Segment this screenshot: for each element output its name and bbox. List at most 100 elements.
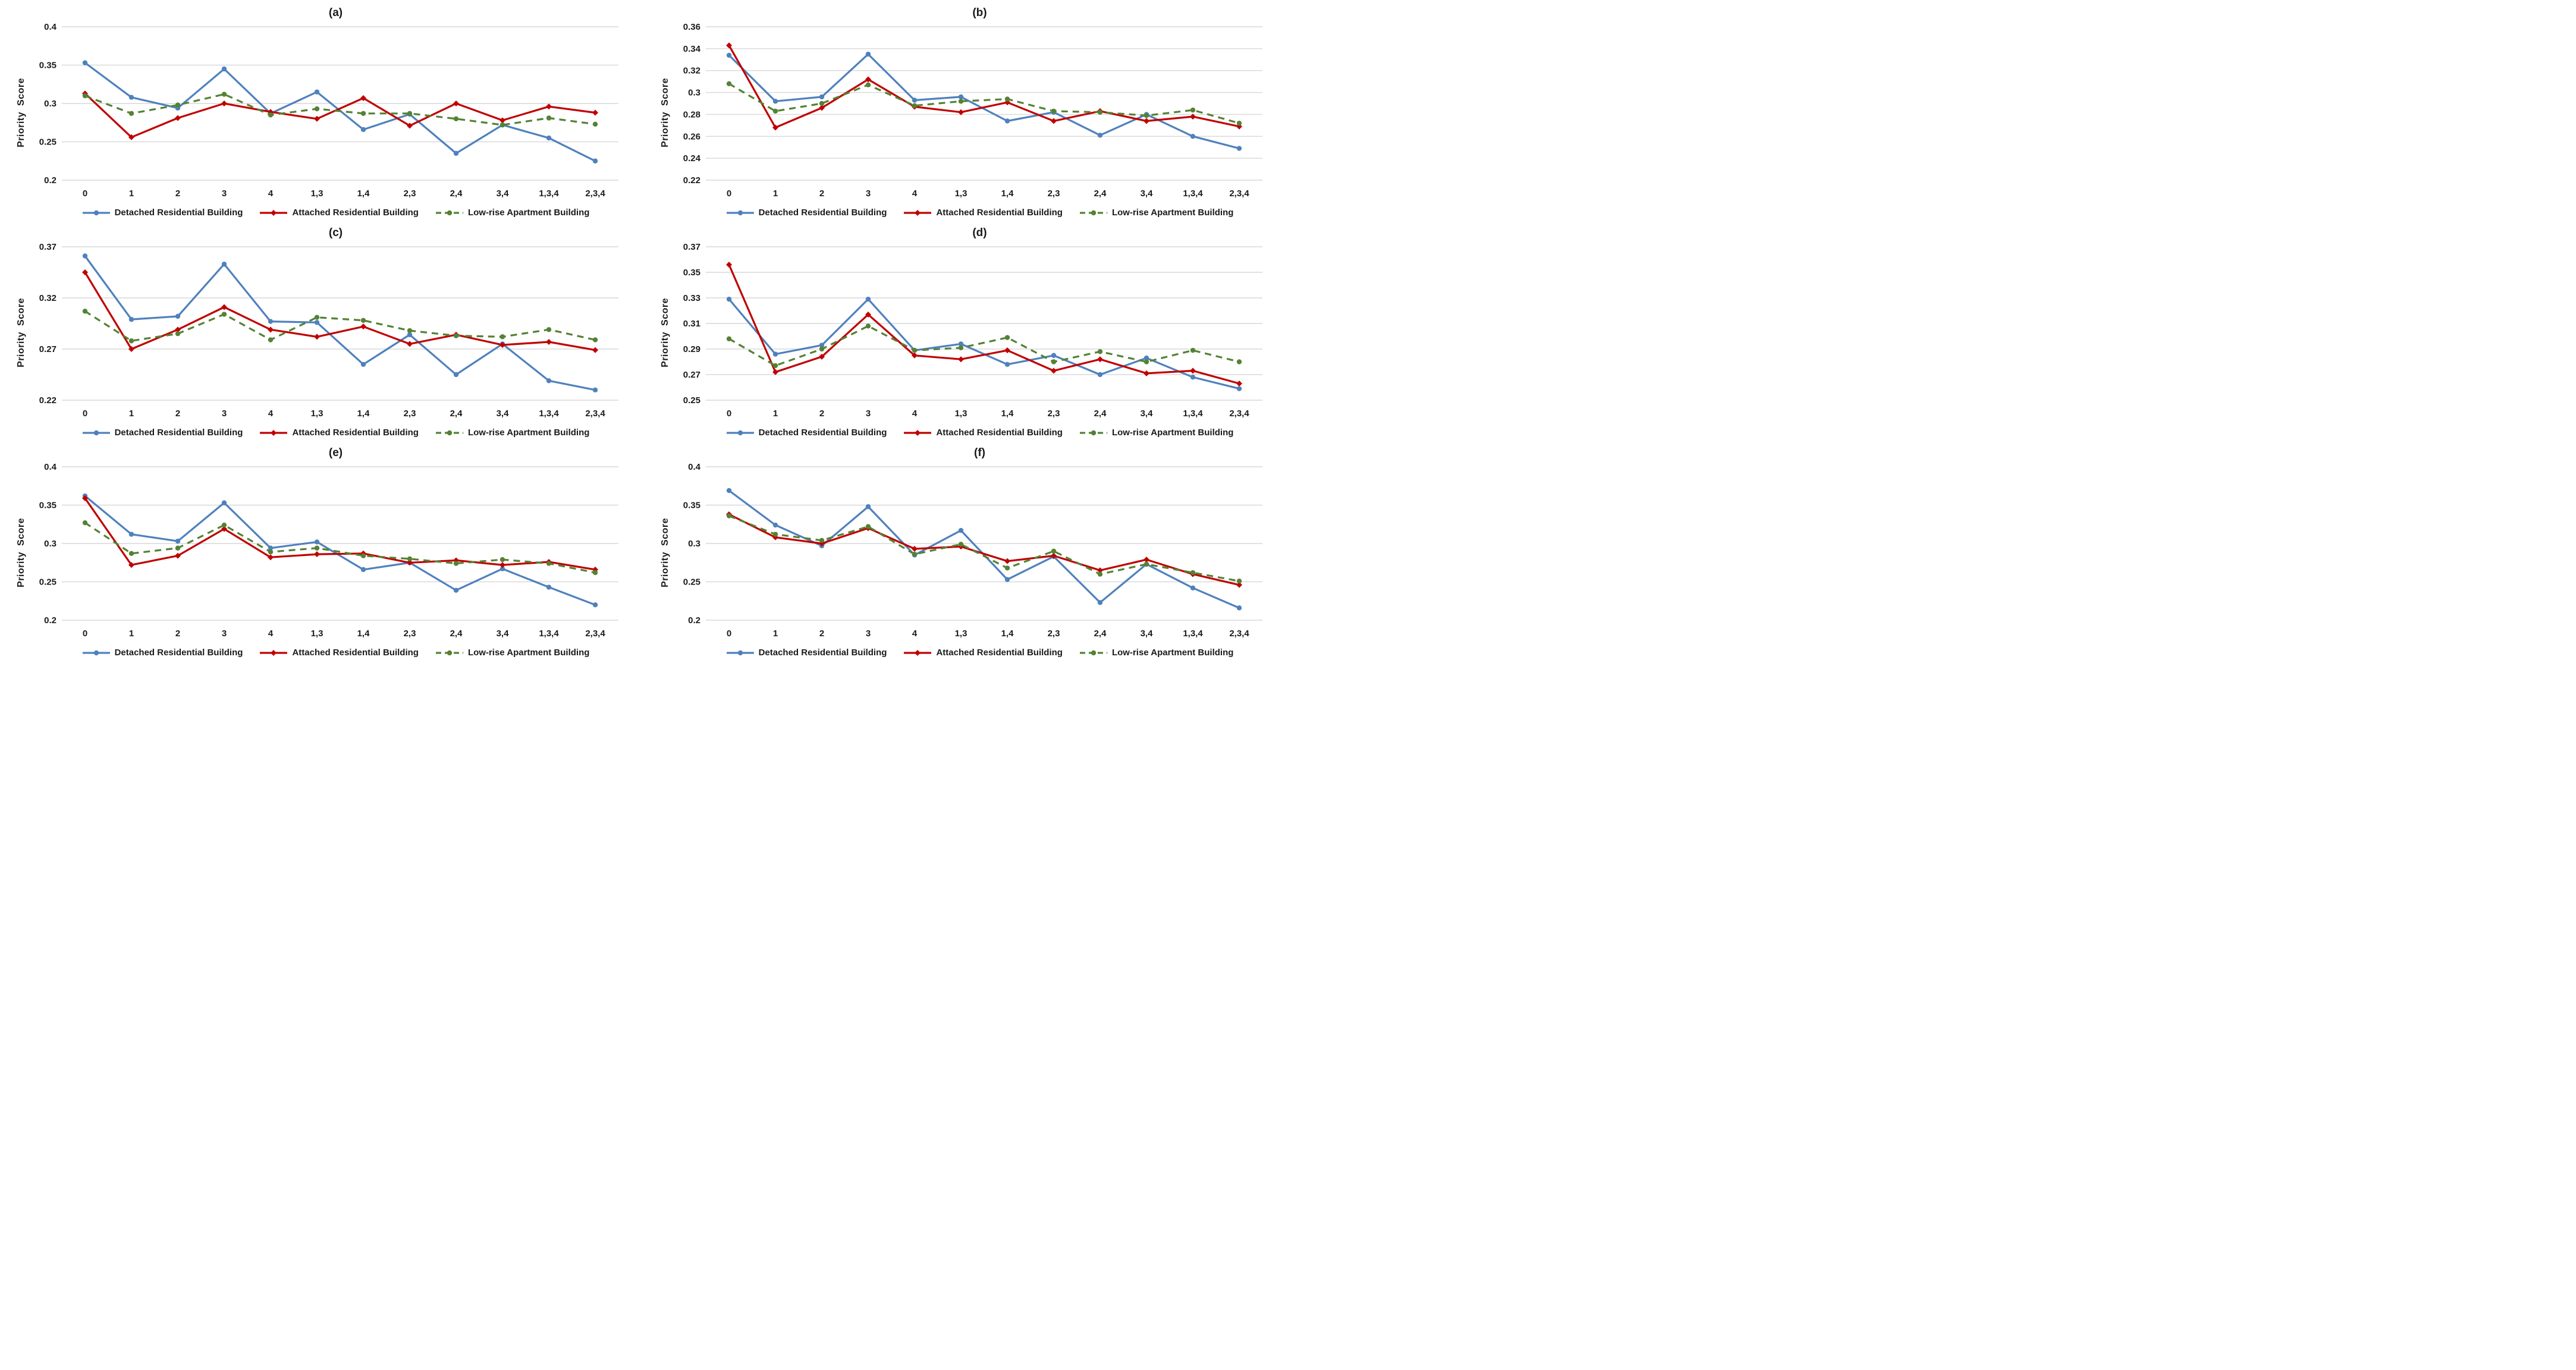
svg-text:3,4: 3,4 <box>497 409 510 419</box>
blue-line-marker-sample <box>82 650 110 655</box>
svg-text:3,4: 3,4 <box>1141 629 1154 639</box>
svg-text:2,4: 2,4 <box>450 629 463 639</box>
svg-text:2,3,4: 2,3,4 <box>1229 188 1249 199</box>
svg-text:2,3,4: 2,3,4 <box>1229 629 1249 639</box>
legend-label: Attached Residential Building <box>292 428 419 438</box>
chart-title-d: (d) <box>972 227 987 239</box>
y-axis-label: Priority Score <box>660 297 670 367</box>
svg-text:1,4: 1,4 <box>1001 629 1014 639</box>
chart-area-a: Priority Score 0.4 0.35 0.3 0.25 0.2 0 1 2 3 4 1,3… <box>16 18 628 206</box>
svg-text:1,3: 1,3 <box>955 409 967 419</box>
legend-label: Attached Residential Building <box>936 648 1063 658</box>
y-axis-label: Priority Score <box>16 517 26 587</box>
red-line-marker-sample <box>260 649 288 656</box>
svg-text:0.26: 0.26 <box>683 131 700 142</box>
svg-text:3,4: 3,4 <box>497 629 510 639</box>
svg-text:1,4: 1,4 <box>357 409 370 419</box>
svg-text:0.37: 0.37 <box>683 242 700 252</box>
svg-text:0.25: 0.25 <box>39 137 56 147</box>
figure-grid: (a) Priority Score 0.4 0.35 0.3 0.25 0.2 0 1 2 3… <box>0 0 1288 662</box>
svg-text:2,3,4: 2,3,4 <box>585 409 605 419</box>
legend-item-detached: Detached Residential Building <box>726 208 887 218</box>
svg-text:1,3: 1,3 <box>311 409 323 419</box>
svg-text:0.29: 0.29 <box>683 344 700 354</box>
svg-text:1,3: 1,3 <box>955 188 967 199</box>
chart-area-f: Priority Score 0.4 0.35 0.3 0.25 0.2 0 1 2 3 4 1,3… <box>660 458 1272 646</box>
blue-line-marker-sample <box>82 210 110 215</box>
svg-text:3,4: 3,4 <box>1141 188 1154 199</box>
legend-item-attached: Attached Residential Building <box>903 208 1063 218</box>
legend-d: Detached Residential Building Attached R… <box>726 428 1233 438</box>
green-dashed-line-marker-sample <box>435 210 463 215</box>
legend-label: Low-rise Apartment Building <box>1111 428 1234 438</box>
red-line-marker-sample <box>904 649 932 656</box>
line-chart-e: 0.4 0.35 0.3 0.25 0.2 0 1 2 3 4 1,3 1,4 2,3 2,4 3,4 1,3… <box>39 462 618 639</box>
svg-text:1,4: 1,4 <box>357 188 370 199</box>
svg-text:1,3: 1,3 <box>955 629 967 639</box>
legend-label: Low-rise Apartment Building <box>467 428 590 438</box>
svg-text:2: 2 <box>819 629 824 639</box>
svg-text:0.4: 0.4 <box>44 22 57 32</box>
svg-text:0.34: 0.34 <box>683 44 701 54</box>
chart-title-b: (b) <box>972 7 987 19</box>
legend-item-lowrise: Low-rise Apartment Building <box>1079 428 1233 438</box>
y-axis-label: Priority Score <box>16 297 26 367</box>
svg-text:4: 4 <box>268 629 274 639</box>
panel-c: (c) Priority Score 0.37 0.32 0.27 0.22 0 1 2 3 4… <box>0 222 644 442</box>
blue-line-marker-sample <box>726 210 754 215</box>
svg-text:1,3,4: 1,3,4 <box>1183 188 1203 199</box>
svg-text:0.4: 0.4 <box>688 462 701 472</box>
legend-e: Detached Residential Building Attached R… <box>82 648 589 658</box>
svg-text:3: 3 <box>222 188 227 199</box>
chart-area-e: Priority Score 0.4 0.35 0.3 0.25 0.2 0 1 2 3 4 1,3… <box>16 458 628 646</box>
chart-title-c: (c) <box>328 227 343 239</box>
y-axis-label: Priority Score <box>660 77 670 147</box>
svg-text:0.3: 0.3 <box>44 99 56 109</box>
panel-a: (a) Priority Score 0.4 0.35 0.3 0.25 0.2 0 1 2 3… <box>0 2 644 222</box>
svg-text:2,3,4: 2,3,4 <box>1229 409 1249 419</box>
red-line-marker-sample <box>260 429 288 436</box>
green-dashed-line-marker-sample <box>435 650 463 655</box>
svg-text:1: 1 <box>129 188 134 199</box>
svg-text:0.27: 0.27 <box>39 344 56 354</box>
chart-title-a: (a) <box>328 7 343 19</box>
svg-text:2,4: 2,4 <box>450 188 463 199</box>
legend-label: Low-rise Apartment Building <box>467 648 590 658</box>
legend-label: Low-rise Apartment Building <box>1111 208 1234 218</box>
chart-area-d: Priority Score 0.37 0.35 0.33 0.31 0.29 0.27 0… <box>660 238 1272 426</box>
svg-text:0.25: 0.25 <box>683 577 700 587</box>
legend-label: Low-rise Apartment Building <box>467 208 590 218</box>
svg-text:0.24: 0.24 <box>683 153 701 164</box>
blue-line-marker-sample <box>82 430 110 435</box>
svg-text:0.22: 0.22 <box>39 395 56 406</box>
legend-label: Detached Residential Building <box>114 428 243 438</box>
svg-text:2,3,4: 2,3,4 <box>585 188 605 199</box>
panel-b: (b) Priority Score 0.36 0.34 0.32 0.3 0.28 0.… <box>644 2 1288 222</box>
legend-item-detached: Detached Residential Building <box>726 648 887 658</box>
svg-text:3: 3 <box>866 409 871 419</box>
svg-text:1,3,4: 1,3,4 <box>1183 629 1203 639</box>
legend-item-lowrise: Low-rise Apartment Building <box>1079 208 1233 218</box>
svg-text:0.35: 0.35 <box>683 501 700 511</box>
svg-text:0.32: 0.32 <box>39 293 56 303</box>
svg-text:2,4: 2,4 <box>1094 409 1107 419</box>
legend-item-detached: Detached Residential Building <box>82 428 243 438</box>
legend-label: Detached Residential Building <box>758 648 887 658</box>
svg-text:4: 4 <box>912 629 918 639</box>
svg-text:0.35: 0.35 <box>683 268 700 278</box>
svg-text:3,4: 3,4 <box>1141 409 1154 419</box>
svg-text:0.35: 0.35 <box>39 61 56 71</box>
svg-text:0.2: 0.2 <box>44 615 56 626</box>
svg-text:0.25: 0.25 <box>39 577 56 587</box>
svg-text:0.33: 0.33 <box>683 293 700 303</box>
line-chart-b: 0.36 0.34 0.32 0.3 0.28 0.26 0.24 0.22 0 1 2 3 4 1,3 1… <box>683 22 1262 199</box>
svg-text:1,4: 1,4 <box>1001 188 1014 199</box>
green-dashed-line-marker-sample <box>1079 650 1107 655</box>
svg-text:2: 2 <box>819 409 824 419</box>
svg-text:2,3: 2,3 <box>404 188 416 199</box>
legend-item-lowrise: Low-rise Apartment Building <box>435 648 589 658</box>
svg-text:2,3: 2,3 <box>1048 188 1060 199</box>
svg-text:0.31: 0.31 <box>683 319 700 329</box>
svg-text:0: 0 <box>727 629 731 639</box>
svg-text:2,4: 2,4 <box>450 409 463 419</box>
